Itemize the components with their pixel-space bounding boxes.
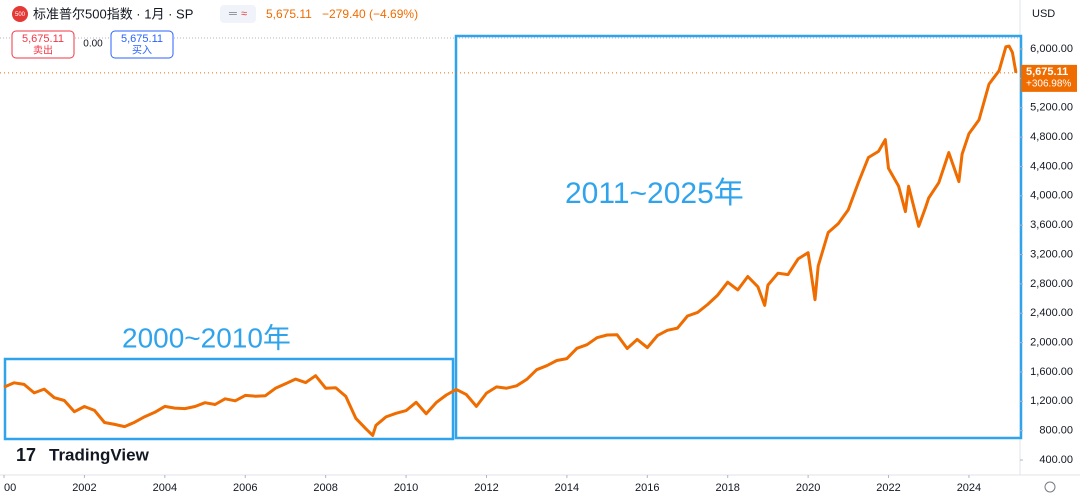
compare-button[interactable] xyxy=(220,5,256,23)
y-tick-label: 2,800.00 xyxy=(1030,278,1073,290)
x-tick-label: 2004 xyxy=(153,482,177,494)
x-tick-label: 2022 xyxy=(876,482,900,494)
sell-price: 5,675.11 xyxy=(22,33,64,45)
x-tick-label: 2014 xyxy=(555,482,579,494)
logo-text: TradingView xyxy=(49,445,150,464)
y-tick-label: 5,200.00 xyxy=(1030,102,1073,114)
x-tick-label: 2010 xyxy=(394,482,418,494)
x-tick-label: 2018 xyxy=(715,482,739,494)
last-price-marker xyxy=(1021,64,1077,92)
y-tick-label: 6,000.00 xyxy=(1030,43,1073,55)
buy-button[interactable] xyxy=(110,30,174,59)
y-tick-label: 4,000.00 xyxy=(1030,190,1073,202)
annotation: 2011~2025年 xyxy=(565,177,744,210)
x-tick-label: 2012 xyxy=(474,482,498,494)
buy-price: 5,675.11 xyxy=(121,33,163,45)
x-tick-label: 2002 xyxy=(72,482,96,494)
logo-icon: 17 xyxy=(16,445,36,465)
x-tick-label: 2006 xyxy=(233,482,257,494)
spread: 0.00 xyxy=(83,39,103,50)
buy-label: 买入 xyxy=(132,45,152,57)
icon: ≈ xyxy=(241,8,247,20)
y-tick-label: 400.00 xyxy=(1039,454,1073,466)
y-tick-label: 3,600.00 xyxy=(1030,219,1073,231)
header: 500 标准普尔500指数 · 1月 · SP ═ ≈ 5,675.11 −27… xyxy=(11,5,1055,59)
logo: 17 TradingView xyxy=(16,445,150,465)
last-change-label: +306.98% xyxy=(1026,79,1071,90)
price-line xyxy=(3,44,1018,437)
quote: 5,675.11 xyxy=(266,7,312,21)
change: −279.40 (−4.69%) xyxy=(322,7,418,21)
last-price-label: 5,675.11 xyxy=(1026,66,1068,78)
sell-label: 卖出 xyxy=(33,44,53,57)
symbol-icon-text: 500 xyxy=(15,12,26,18)
y-tick-label: 2,400.00 xyxy=(1030,307,1073,319)
symbol-icon xyxy=(12,6,28,22)
annotation: 2000~2010年 xyxy=(122,322,291,353)
y-tick-label: 1,600.00 xyxy=(1030,366,1073,378)
y-tick-label: 800.00 xyxy=(1039,425,1073,437)
y-tick-label: 4,800.00 xyxy=(1030,131,1073,143)
y-tick-label: 4,400.00 xyxy=(1030,160,1073,172)
icon: ═ xyxy=(228,8,237,20)
x-tick-label: 2020 xyxy=(796,482,820,494)
x-tick-label: 2024 xyxy=(957,482,981,494)
annotation-box xyxy=(454,34,1023,440)
x-tick-label: 00 xyxy=(4,482,16,494)
symbol-title: 标准普尔500指数 · 1月 · SP xyxy=(33,6,193,21)
annotation-box xyxy=(3,357,455,441)
y-tick-label: 3,200.00 xyxy=(1030,248,1073,260)
x-tick-label: 2016 xyxy=(635,482,659,494)
currency: USD xyxy=(1032,8,1055,20)
settings-icon[interactable] xyxy=(1044,481,1056,493)
x-tick-label: 2008 xyxy=(313,482,337,494)
sell-button[interactable] xyxy=(11,30,75,59)
y-tick-label: 2,000.00 xyxy=(1030,337,1073,349)
y-tick-label: 1,200.00 xyxy=(1030,395,1073,407)
